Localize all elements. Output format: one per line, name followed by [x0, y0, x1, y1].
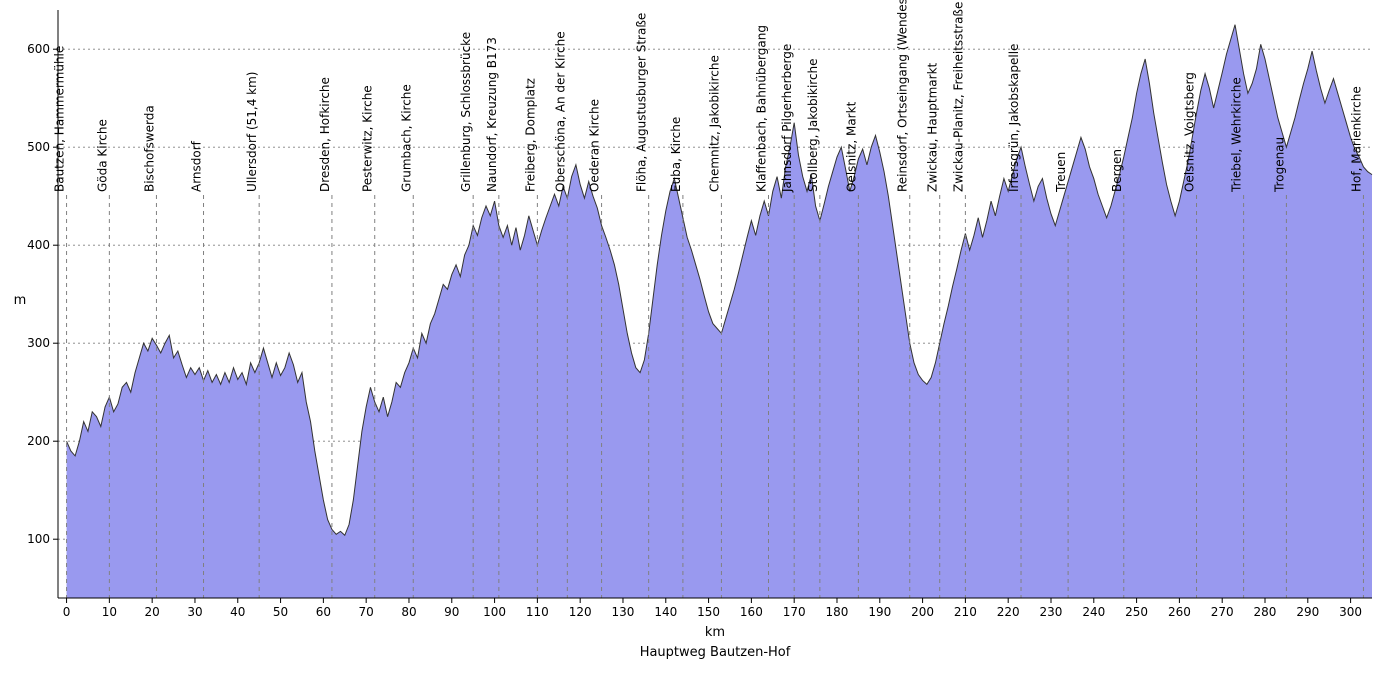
waypoint-label: Zwickau, Hauptmarkt: [926, 62, 940, 192]
waypoint-label: Pesterwitz, Kirche: [361, 85, 375, 192]
waypoint-label: Bautzen, Hammermühle: [53, 46, 67, 192]
waypoint-label: Bergen: [1110, 149, 1124, 192]
waypoint-label: Oelsnitz, Markt: [844, 101, 858, 192]
x-tick-label: 70: [359, 605, 374, 619]
waypoint-label: Oelsnitz, Voigtsberg: [1183, 72, 1197, 192]
waypoint-label: Naundorf, Kreuzung B173: [485, 37, 499, 192]
x-tick-label: 290: [1296, 605, 1319, 619]
waypoint-label: Hof, Marienkirche: [1349, 86, 1363, 192]
elevation-chart: Bautzen, Hammermühle Göda Kirche Bischofsw…: [0, 0, 1390, 680]
x-tick-label: 40: [230, 605, 245, 619]
x-tick-label: 270: [1211, 605, 1234, 619]
y-tick-label: 100: [27, 532, 50, 546]
y-tick-label: 600: [27, 42, 50, 56]
waypoint-label: Flöha, Augustusburger Straße: [635, 13, 649, 192]
waypoint-label: Jahnsdorf Pilgerherberge: [780, 44, 794, 193]
x-tick-label: 80: [401, 605, 416, 619]
x-tick-label: 220: [997, 605, 1020, 619]
chart-svg: Bautzen, Hammermühle Göda Kirche Bischofsw…: [0, 0, 1390, 680]
x-tick-label: 90: [444, 605, 459, 619]
waypoint-label: Freiberg, Domplatz: [523, 78, 537, 192]
waypoint-label: Stollberg, Jakobikirche: [806, 58, 820, 192]
waypoint-label: Grillenburg, Schlossbrücke: [459, 32, 473, 192]
waypoint-label: Dresden, Hofkirche: [318, 77, 332, 192]
waypoint-label: Bischofswerda: [142, 105, 156, 192]
waypoint-label: Reinsdorf, Ortseingang (Wendeschleife): [896, 0, 910, 192]
waypoint-label: Triebel, Wehrkirche: [1230, 77, 1244, 193]
y-tick-label: 200: [27, 434, 50, 448]
x-tick-label: 240: [1082, 605, 1105, 619]
x-tick-label: 20: [145, 605, 160, 619]
x-tick-label: 120: [569, 605, 592, 619]
x-tick-label: 60: [316, 605, 331, 619]
x-tick-label: 50: [273, 605, 288, 619]
x-tick-label: 280: [1254, 605, 1277, 619]
x-tick-label: 260: [1168, 605, 1191, 619]
waypoint-label: Oberschöna, An der Kirche: [553, 31, 567, 192]
x-tick-label: 300: [1339, 605, 1362, 619]
y-tick-label: 500: [27, 140, 50, 154]
waypoint-label: Trogenau: [1272, 137, 1286, 193]
x-axis-label: km: [705, 625, 725, 640]
chart-title: Hauptweg Bautzen-Hof: [640, 645, 791, 660]
x-tick-label: 10: [102, 605, 117, 619]
x-tick-label: 150: [697, 605, 720, 619]
waypoint-label: Arnsdorf: [190, 140, 204, 192]
x-tick-label: 130: [612, 605, 635, 619]
waypoint-label: Chemnitz, Jakobikirche: [707, 55, 721, 192]
waypoint-label: Oederan Kirche: [588, 99, 602, 192]
x-tick-label: 110: [526, 605, 549, 619]
y-axis-label: m: [14, 293, 27, 308]
y-tick-label: 400: [27, 238, 50, 252]
y-tick-label: 300: [27, 336, 50, 350]
waypoint-label: Irfersgrün, Jakobskapelle: [1007, 44, 1021, 192]
x-tick-label: 100: [483, 605, 506, 619]
x-tick-label: 170: [783, 605, 806, 619]
waypoint-label: Ullersdorf (51,4 km): [245, 72, 259, 193]
waypoint-label: Euba, Kirche: [669, 117, 683, 192]
waypoint-label: Zwickau-Planitz, Freiheitsstraße: [951, 2, 965, 192]
x-tick-label: 190: [868, 605, 891, 619]
x-tick-label: 0: [63, 605, 71, 619]
x-tick-label: 250: [1125, 605, 1148, 619]
x-tick-label: 180: [826, 605, 849, 619]
waypoint-label: Grumbach, Kirche: [399, 84, 413, 192]
x-tick-label: 210: [954, 605, 977, 619]
waypoint-label: Treuen: [1054, 152, 1068, 193]
x-tick-label: 30: [187, 605, 202, 619]
waypoint-label: Göda Kirche: [95, 119, 109, 192]
waypoint-label: Klaffenbach, Bahnübergang: [755, 25, 769, 192]
x-tick-label: 160: [740, 605, 763, 619]
x-tick-label: 140: [654, 605, 677, 619]
x-tick-label: 230: [1040, 605, 1063, 619]
x-tick-label: 200: [911, 605, 934, 619]
